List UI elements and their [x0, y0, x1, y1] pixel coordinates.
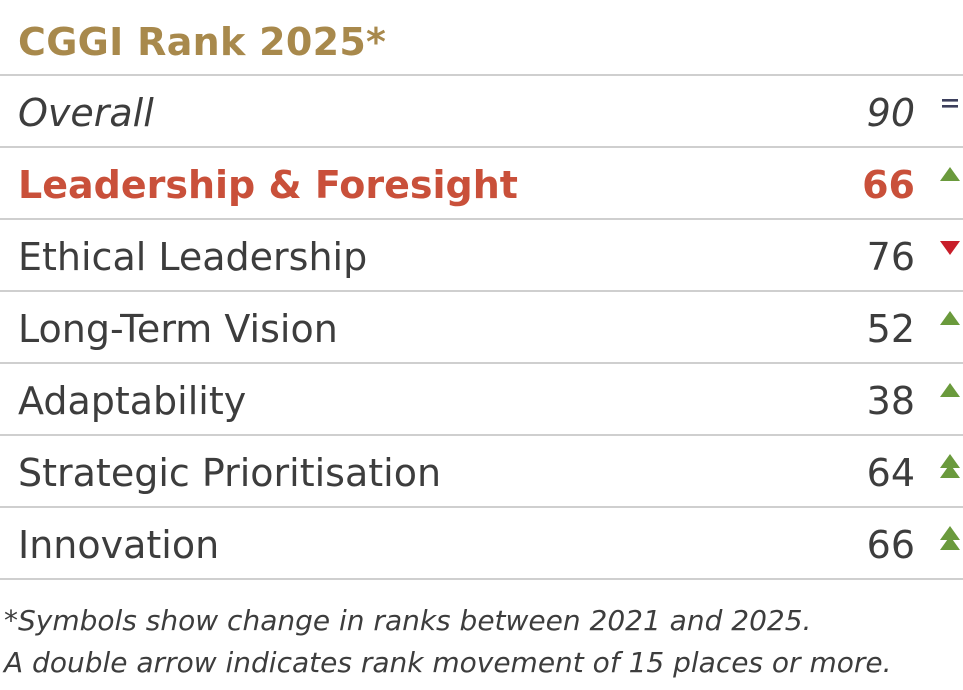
up-arrow-icon [937, 162, 963, 196]
table-row-overall: Overall 90 [0, 74, 963, 146]
row-label: Ethical Leadership [18, 235, 368, 279]
row-value: 38 [866, 379, 915, 423]
row-value: 52 [866, 307, 915, 351]
footnote-line: *Symbols show change in ranks between 20… [4, 604, 812, 637]
row-label: Long-Term Vision [18, 307, 338, 351]
table-row-leadership-foresight: Leadership & Foresight 66 [0, 146, 963, 218]
row-label: Leadership & Foresight [18, 163, 518, 207]
down-arrow-icon [937, 234, 963, 268]
footnote: *Symbols show change in ranks between 20… [4, 600, 892, 684]
up-arrow-icon [937, 378, 963, 412]
rank-table: Overall 90 Leadership & Foresight 66 Eth… [0, 74, 963, 580]
table-row-ethical-leadership: Ethical Leadership 76 [0, 218, 963, 290]
equal-icon [937, 90, 963, 124]
row-value: 66 [866, 523, 915, 567]
row-value: 64 [866, 451, 915, 495]
table-row-innovation: Innovation 66 [0, 506, 963, 580]
double-up-arrow-icon [937, 522, 963, 556]
row-label: Adaptability [18, 379, 247, 423]
up-arrow-icon [937, 306, 963, 340]
table-row-adaptability: Adaptability 38 [0, 362, 963, 434]
table-row-long-term-vision: Long-Term Vision 52 [0, 290, 963, 362]
row-label: Strategic Prioritisation [18, 451, 442, 495]
row-value: 66 [862, 163, 915, 207]
panel-title: CGGI Rank 2025* [18, 20, 387, 64]
table-row-strategic-prioritisation: Strategic Prioritisation 64 [0, 434, 963, 506]
row-value: 90 [866, 91, 915, 135]
footnote-line: A double arrow indicates rank movement o… [4, 646, 892, 679]
row-label: Innovation [18, 523, 220, 567]
row-label: Overall [18, 91, 154, 135]
row-value: 76 [866, 235, 915, 279]
double-up-arrow-icon [937, 450, 963, 484]
